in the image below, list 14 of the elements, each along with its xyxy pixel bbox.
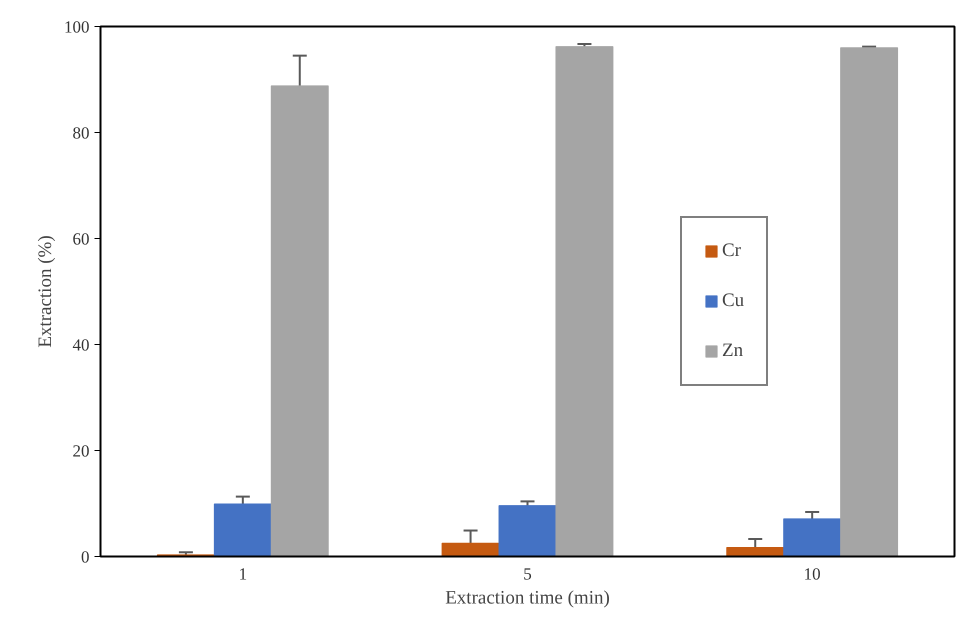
y-tick-label: 40 [72,336,90,354]
y-axis-title: Extraction (%) [35,235,56,348]
x-axis-title: Extraction time (min) [445,588,610,608]
x-tick-label: 5 [523,564,532,584]
y-tick-label: 20 [72,442,90,460]
legend-label: Cr [722,240,742,262]
legend-label: Cu [722,290,744,312]
y-tick-label: 60 [72,230,90,248]
x-tick-label: 1 [238,564,248,584]
y-tick-label: 0 [81,548,90,566]
y-tick-label: 100 [64,18,90,36]
y-tick-label: 80 [72,124,90,142]
legend-label: Zn [722,340,744,362]
x-tick-label: 10 [804,564,821,584]
